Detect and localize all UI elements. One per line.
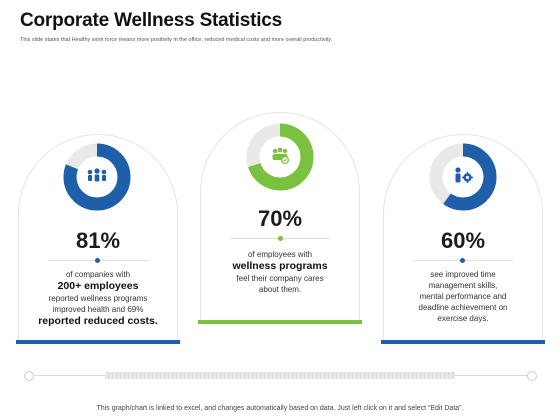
separator-dot-left: [95, 258, 100, 263]
card-left-accent-bar: [16, 340, 180, 344]
description-line: mental performance and: [419, 292, 507, 301]
description-left: of companies with 200+ employees reporte…: [23, 269, 173, 328]
percent-label-left: 81%: [75, 228, 121, 253]
donut-chart-right: [429, 143, 497, 211]
description-line: exercise days.: [437, 314, 489, 323]
description-highlight: reported reduced costs.: [38, 315, 158, 327]
page-subtitle: This slide states that Healthy work forc…: [20, 37, 333, 43]
description-line: management skills,: [428, 281, 498, 290]
description-middle: of employees with wellness programs feel…: [205, 249, 355, 295]
wellness-team-icon: [272, 147, 290, 165]
stat-card-middle: [200, 112, 360, 322]
slider-start-knob: [24, 371, 34, 381]
percent-label-right: 60%: [440, 228, 486, 253]
card-middle-accent-bar: [198, 320, 362, 324]
description-line: see improved time: [430, 270, 496, 279]
description-line: deadline achievement on: [418, 303, 508, 312]
slider-track: [105, 372, 455, 379]
description-highlight: 200+ employees: [57, 280, 139, 292]
description-line: feel their company cares: [236, 274, 324, 283]
description-line: reported wellness programs: [48, 294, 148, 303]
donut-value-arc-middle: [246, 123, 314, 191]
percent-label-middle: 70%: [257, 206, 303, 231]
donut-chart-middle: [246, 123, 314, 191]
donut-value-arc-left: [63, 143, 131, 211]
description-line: of companies with: [65, 270, 131, 279]
page-title: Corporate Wellness Statistics: [20, 10, 283, 31]
description-highlight: wellness programs: [232, 260, 328, 272]
donut-chart-left: [63, 143, 131, 211]
decorative-slider: [24, 371, 537, 381]
separator-dot-middle: [278, 236, 283, 241]
description-line: of employees with: [247, 250, 313, 259]
person-gear-icon: [455, 167, 473, 183]
slider-end-knob: [527, 371, 537, 381]
donut-value-arc-right: [429, 143, 497, 211]
separator-dot-right: [460, 258, 465, 263]
description-right: see improved time management skills, men…: [388, 269, 538, 324]
description-line: improved health and 69%: [52, 305, 144, 314]
people-group-icon: [87, 168, 107, 182]
description-line: about them.: [258, 285, 302, 294]
card-right-accent-bar: [381, 340, 545, 344]
footer-note: This graph/chart is linked to excel, and…: [96, 405, 464, 412]
